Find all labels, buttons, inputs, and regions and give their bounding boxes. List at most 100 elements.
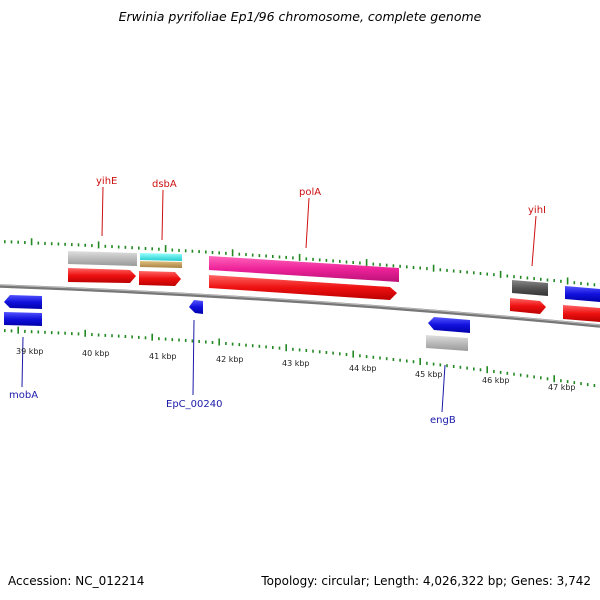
- scale-labels: 39 kbp 40 kbp 41 kbp 42 kbp 43 kbp 44 kb…: [16, 347, 576, 392]
- scale-tick-minor: [225, 342, 227, 345]
- scale-tick-minor: [171, 248, 174, 252]
- scale-tick-minor: [379, 263, 381, 267]
- scale-tick-minor: [218, 251, 220, 255]
- scale-tick-minor: [493, 370, 495, 373]
- feature-mobA-lower[interactable]: [4, 312, 42, 326]
- scale-tick-minor: [513, 275, 515, 279]
- scale-tick-minor: [91, 333, 93, 337]
- scale-tick-minor: [533, 375, 535, 379]
- feature-yihE-rna[interactable]: [68, 251, 137, 266]
- scale-tick-minor: [513, 372, 515, 376]
- scale-tick-minor: [439, 363, 442, 367]
- scale-tick-minor: [138, 335, 140, 339]
- scale-tick-minor: [198, 250, 200, 254]
- scale-tick-minor: [298, 348, 301, 352]
- scale-tick-major: [499, 270, 502, 278]
- scale-tick-minor: [10, 240, 13, 244]
- feature-yihI-cds[interactable]: [510, 298, 546, 314]
- scale-tick-minor: [406, 265, 408, 269]
- scale-tick-minor: [332, 259, 334, 263]
- gene-label-dsbA[interactable]: dsbA: [152, 179, 177, 241]
- scale-tick-minor: [452, 269, 455, 273]
- scale-tick-minor: [399, 358, 401, 362]
- scale-label-40: 40 kbp: [82, 349, 110, 358]
- gene-label-polA[interactable]: polA: [299, 187, 321, 249]
- scale-tick-minor: [292, 256, 294, 260]
- scale-tick-minor: [385, 263, 388, 267]
- scale-tick-minor: [365, 355, 368, 359]
- scale-tick-minor: [452, 365, 455, 368]
- scale-tick-minor: [332, 351, 334, 355]
- gene-label-mobA[interactable]: mobA: [9, 336, 38, 401]
- scale-tick-minor: [546, 278, 549, 282]
- scale-tick-minor: [385, 357, 388, 361]
- gene-label-engB[interactable]: engB: [430, 364, 456, 426]
- scale-tick-minor: [305, 349, 308, 352]
- scale-tick-minor: [379, 356, 381, 360]
- scale-tick-minor: [540, 277, 542, 281]
- scale-tick-minor: [479, 272, 482, 275]
- feature-yihE-cds[interactable]: [68, 268, 136, 283]
- scale-tick-major: [486, 366, 488, 374]
- scale-tick-minor: [24, 241, 26, 244]
- scale-tick-minor: [278, 346, 281, 350]
- scale-tick-minor: [345, 353, 348, 356]
- scale-tick-minor: [84, 243, 86, 247]
- scale-tick-minor: [245, 343, 247, 347]
- scale-tick-minor: [158, 247, 160, 251]
- scale-tick-minor: [24, 329, 26, 333]
- gene-label-yihI[interactable]: yihI: [528, 205, 546, 267]
- scale-tick-major: [298, 253, 301, 261]
- scale-tick-minor: [198, 340, 200, 343]
- scale-tick-minor: [526, 374, 529, 378]
- scale-tick-minor: [30, 330, 33, 334]
- scale-label-44: 44 kbp: [349, 364, 377, 373]
- scale-tick-minor: [553, 279, 555, 283]
- scale-tick-minor: [211, 251, 214, 254]
- feature-polA-pink[interactable]: [209, 256, 399, 282]
- scale-tick-major: [164, 245, 167, 253]
- scale-tick-minor: [560, 379, 562, 383]
- scale-tick-minor: [117, 245, 120, 249]
- scale-tick-minor: [580, 382, 582, 386]
- feature-engB-cds[interactable]: [428, 317, 470, 333]
- scale-tick-minor: [586, 282, 589, 286]
- scale-tick-minor: [479, 368, 482, 372]
- feature-dsbA-cyan[interactable]: [140, 253, 182, 261]
- scale-tick-minor: [526, 276, 529, 280]
- scale-tick-minor: [399, 264, 401, 268]
- scale-tick-minor: [519, 275, 522, 279]
- feature-right-blue[interactable]: [565, 286, 600, 302]
- chromosome-backbone: [0, 284, 600, 328]
- svg-text:yihE: yihE: [96, 176, 117, 187]
- scale-label-41: 41 kbp: [149, 352, 177, 361]
- scale-tick-minor: [144, 247, 147, 250]
- scale-tick-minor: [292, 347, 294, 351]
- scale-tick-minor: [586, 383, 589, 387]
- scale-tick-minor: [77, 332, 80, 336]
- feature-yihI-dark[interactable]: [512, 280, 548, 296]
- scale-tick-minor: [91, 244, 93, 248]
- feature-dsbA-cds[interactable]: [139, 271, 181, 286]
- feature-dsbA-tan[interactable]: [140, 261, 182, 268]
- scale-tick-minor: [44, 241, 46, 245]
- gene-label-yihE[interactable]: yihE: [96, 176, 117, 237]
- scale-tick-major: [231, 249, 234, 257]
- scale-label-47: 47 kbp: [548, 383, 576, 392]
- feature-right-cds[interactable]: [563, 305, 600, 322]
- scale-tick-minor: [359, 261, 361, 265]
- scale-tick-major: [432, 264, 435, 272]
- scale-tick-minor: [117, 334, 120, 338]
- feature-mobA-upper[interactable]: [4, 295, 42, 309]
- scale-tick-minor: [4, 329, 6, 333]
- scale-label-45: 45 kbp: [415, 370, 443, 379]
- gene-label-EpC-00240[interactable]: EpC_00240: [166, 319, 222, 410]
- accession-text: Accession: NC_012214: [8, 574, 145, 588]
- scale-tick-minor: [17, 240, 19, 244]
- scale-tick-minor: [57, 242, 60, 246]
- feature-engB-rna[interactable]: [426, 335, 468, 351]
- scale-tick-minor: [258, 344, 261, 348]
- feature-polA-cds[interactable]: [209, 275, 397, 300]
- feature-EpC-00240[interactable]: [189, 300, 203, 314]
